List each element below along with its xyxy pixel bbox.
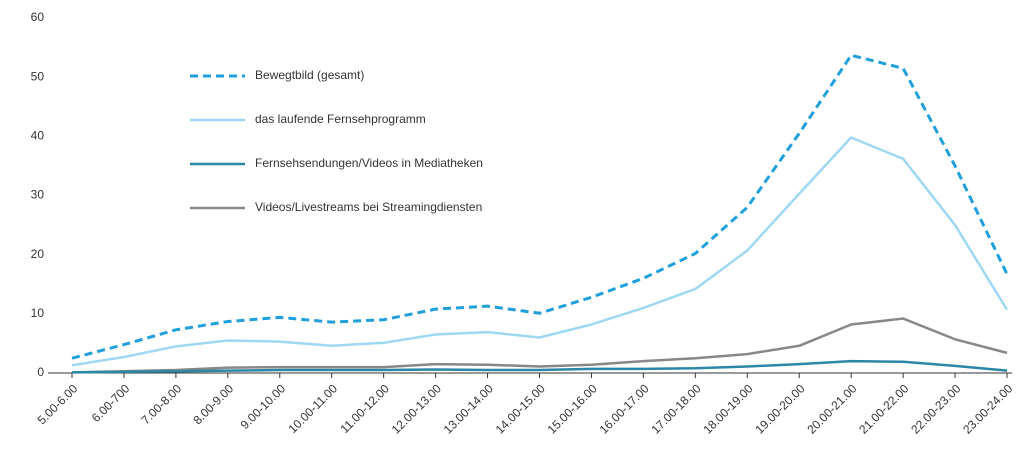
legend-label: das laufende Fernsehprogramm [255, 112, 426, 126]
x-tick-label: 6.00-700 [89, 381, 133, 425]
y-tick-label: 40 [31, 129, 45, 143]
series-line [71, 53, 1009, 360]
x-tick-label: 14.00-15.00 [493, 381, 548, 436]
legend-label: Videos/Livestreams bei Streamingdiensten [255, 200, 482, 214]
x-tick-label: 22.00-23.00 [908, 381, 963, 436]
x-tick-label: 13.00-14.00 [441, 381, 496, 436]
x-tick-label: 12.00-13.00 [389, 381, 444, 436]
legend-label: Fernsehsendungen/Videos in Mediatheken [255, 156, 483, 170]
x-tick-label: 18.00-19.00 [700, 381, 755, 436]
series-line [71, 359, 1008, 374]
y-tick-label: 30 [31, 188, 45, 202]
x-tick-label: 8.00-9.00 [190, 381, 236, 427]
x-tick-label: 11.00-12.00 [337, 381, 392, 436]
series-line [71, 136, 1009, 367]
x-tick-label: 15.00-16.00 [545, 381, 600, 436]
x-tick-label: 21.00-22.00 [856, 381, 911, 436]
y-tick-label: 60 [31, 10, 45, 24]
y-tick-label: 50 [31, 69, 45, 83]
y-tick-label: 0 [37, 365, 44, 379]
x-tick-label: 16.00-17.00 [597, 381, 652, 436]
x-tick-label: 17.00-18.00 [648, 381, 703, 436]
x-tick-label: 9.00-10.00 [238, 381, 289, 432]
x-tick-label: 7.00-8.00 [138, 381, 184, 427]
y-tick-label: 10 [31, 306, 45, 320]
series-line [71, 317, 1008, 374]
x-tick-label: 5.00-6.00 [35, 381, 81, 427]
y-tick-label: 20 [31, 247, 45, 261]
x-tick-label: 20.00-21.00 [804, 381, 859, 436]
x-tick-label: 23.00-24.00 [960, 381, 1015, 436]
legend-label: Bewegtbild (gesamt) [255, 68, 364, 82]
x-tick-label: 19.00-20.00 [752, 381, 807, 436]
x-tick-label: 10.00-11.00 [286, 381, 341, 436]
